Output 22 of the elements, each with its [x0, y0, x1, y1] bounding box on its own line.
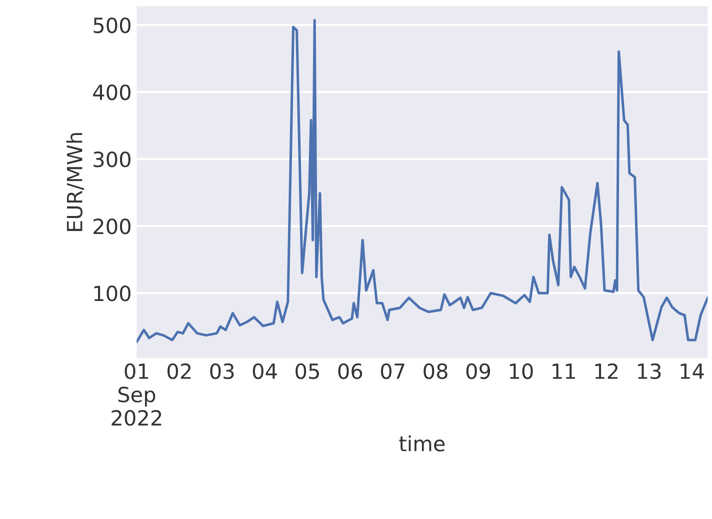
x-tick-label: 02	[168, 363, 191, 380]
line-series	[136, 19, 708, 344]
x-tick-label: 14	[680, 364, 704, 379]
y-tick-label: 200	[94, 218, 130, 234]
x-tick-label: 04	[252, 363, 277, 380]
x-tick-label: 12	[595, 363, 618, 379]
x-tick-label: 06	[338, 363, 362, 380]
x-axis-title: time	[399, 435, 445, 452]
x-tick-label: 11	[552, 364, 575, 379]
x-tick-label: 09	[466, 363, 490, 380]
x-tick-label: 07	[380, 363, 404, 380]
x-tick-label: 08	[424, 363, 448, 380]
y-tick-label: 400	[93, 84, 130, 100]
x-tick-label: 05	[296, 363, 319, 380]
y-tick-label: 100	[94, 286, 130, 302]
y-tick-label: 500	[94, 17, 130, 34]
y-axis-title: EUR/MWh	[66, 133, 84, 231]
x-tick-label: 03	[210, 363, 234, 380]
x-tick-label: 01 Sep 2022	[112, 363, 162, 426]
x-tick-label: 10	[510, 363, 533, 380]
y-tick-label: 300	[94, 152, 130, 168]
x-tick-label: 13	[638, 363, 661, 380]
